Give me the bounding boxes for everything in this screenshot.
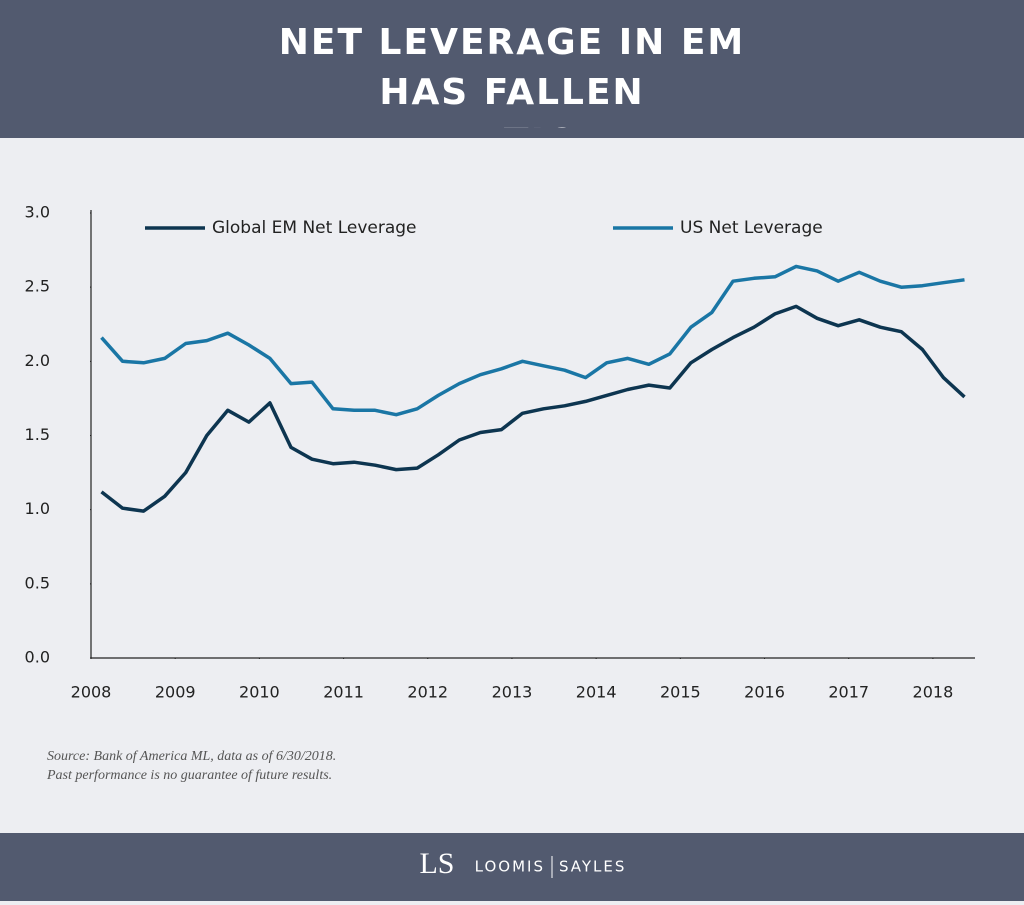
x-tick-label: 2008 xyxy=(71,683,112,702)
x-tick-label: 2018 xyxy=(913,683,954,702)
y-tick-label: 2.0 xyxy=(25,351,50,370)
source-note: Past performance is no guarantee of futu… xyxy=(46,768,332,783)
x-tick-label: 2015 xyxy=(660,683,701,702)
x-tick-label: 2010 xyxy=(239,683,280,702)
y-tick-label: 0.5 xyxy=(25,573,50,592)
y-tick-label: 1.0 xyxy=(25,499,50,518)
y-tick-label: 0.0 xyxy=(25,648,50,667)
x-tick-label: 2017 xyxy=(828,683,869,702)
x-tick-label: 2012 xyxy=(407,683,448,702)
x-tick-label: 2016 xyxy=(744,683,785,702)
brand-name: SAYLES xyxy=(559,858,626,876)
header-band xyxy=(0,0,1024,138)
x-tick-label: 2011 xyxy=(323,683,364,702)
source-note: Source: Bank of America ML, data as of 6… xyxy=(47,749,336,764)
brand-name: LOOMIS xyxy=(475,858,545,876)
x-tick-label: 2014 xyxy=(576,683,617,702)
footer-band xyxy=(0,833,1024,901)
logo-monogram: LS xyxy=(419,847,454,880)
plot: 0.0 0.5 1.0 1.5 2.0 2.5 3.0 2008 2009 2010 2011 201… xyxy=(25,203,966,702)
title-box: NET LEVERAGE IN EM HAS FALLEN DRAMATICAL… xyxy=(278,22,746,128)
x-tick-label: 2009 xyxy=(155,683,196,702)
y-tick-label: 3.0 xyxy=(25,203,50,222)
series-line xyxy=(100,264,965,417)
series-line xyxy=(100,304,966,513)
x-tick-label: 2013 xyxy=(492,683,533,702)
legend-label: Global EM Net Leverage xyxy=(212,218,417,238)
legend-label: US Net Leverage xyxy=(680,218,823,238)
chart-title: NET LEVERAGE IN EM HAS FALLEN DRAMATICAL… xyxy=(278,22,746,128)
y-tick-label: 1.5 xyxy=(25,425,50,444)
y-tick-label: 2.5 xyxy=(25,277,50,296)
